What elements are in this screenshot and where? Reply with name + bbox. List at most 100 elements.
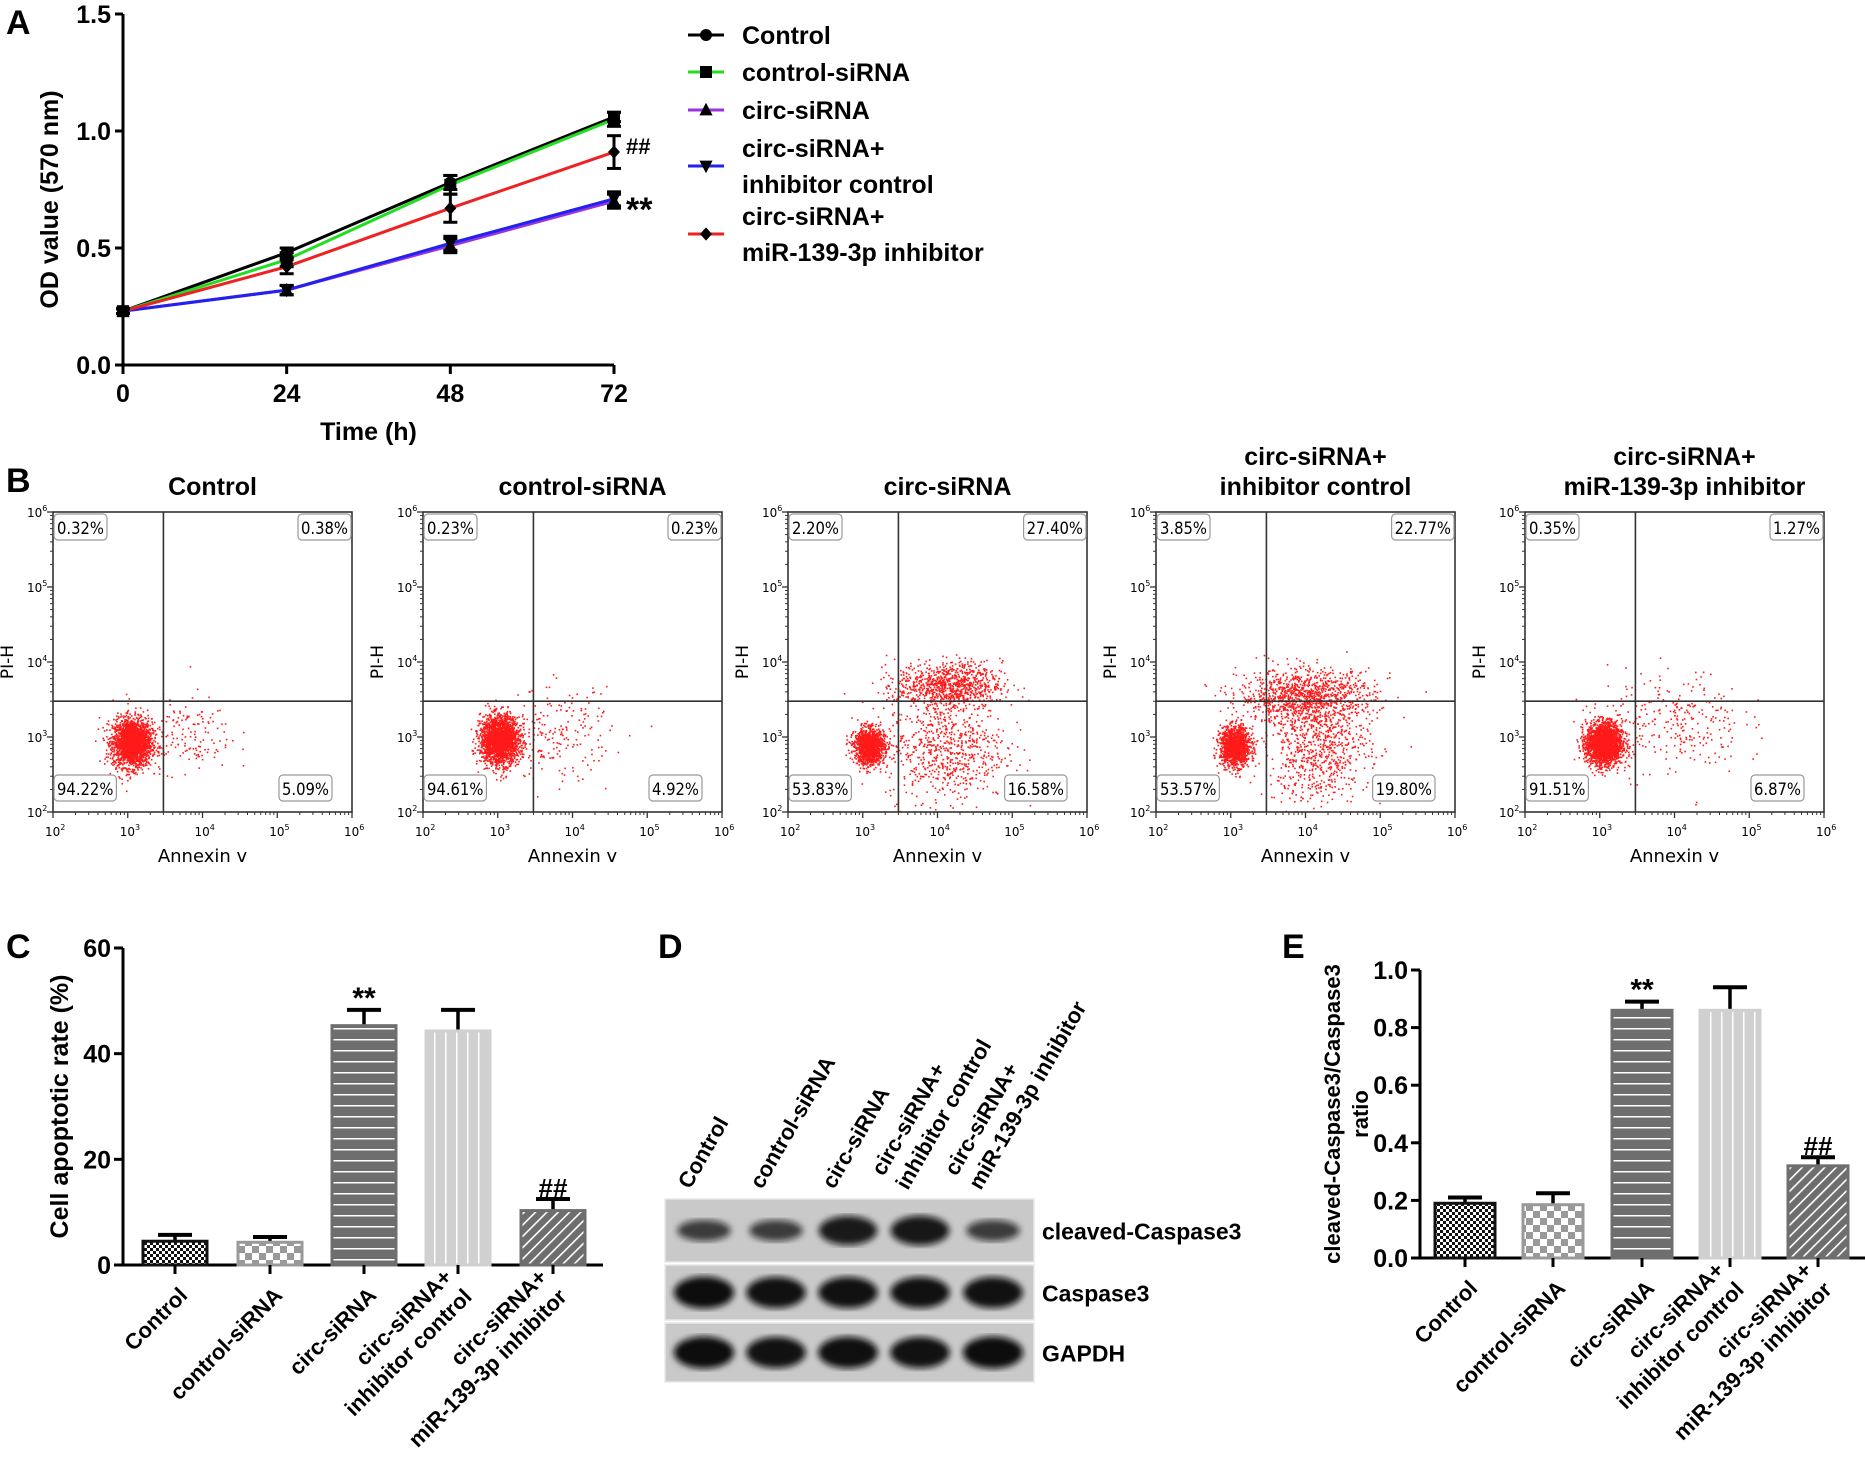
event-dot [496,749,498,752]
event-dot [481,720,483,722]
event-dot [485,737,488,739]
event-dot [125,748,128,750]
event-dot [509,736,511,738]
event-dot [114,741,116,744]
event-dot [472,738,475,741]
event-dot [493,736,495,738]
event-dot [128,745,131,748]
event-dot [148,744,150,747]
event-dot [132,741,135,744]
event-dot [499,745,502,747]
event-dot [499,714,501,716]
event-dot [478,740,480,743]
event-dot [131,741,134,744]
event-dot [134,772,136,775]
event-dot [502,735,505,738]
event-dot [117,712,119,714]
event-dot [242,765,245,767]
y-tick-label: 105 [27,579,47,595]
event-dot [489,753,492,756]
event-dot [494,716,496,719]
event-dot [124,747,127,749]
event-dot [508,733,511,736]
event-dot [121,749,124,752]
event-dot [143,746,146,749]
event-dot [122,749,125,751]
event-dot [494,750,496,753]
event-dot [485,740,488,743]
event-dot [142,737,145,739]
event-dot [147,754,150,757]
event-dot [501,758,504,761]
event-dot [492,731,495,733]
event-dot [485,757,488,760]
event-dot [482,729,484,731]
event-dot [150,732,152,735]
event-dot [561,780,564,783]
event-dot [136,731,139,734]
exponent: 6 [359,823,364,832]
event-dot [500,714,502,716]
event-dot [490,756,493,759]
event-dot [499,723,502,726]
event-dot [144,758,146,761]
event-dot [513,727,516,729]
event-dot [483,734,485,737]
event-dot [152,744,154,747]
event-dot [109,754,112,756]
event-dot [121,743,123,746]
event-dot [500,718,503,721]
legend-label: circ-siRNA+ inhibitor control [742,135,934,199]
event-dot [131,755,133,758]
event-dot [597,746,600,749]
event-dot [517,736,520,738]
event-dot [111,735,114,738]
event-dot [503,712,506,715]
event-dot [565,737,568,739]
event-dot [506,716,509,718]
event-dot [125,734,128,737]
event-dot [501,746,504,749]
event-dot [494,710,496,713]
event-dot [132,736,134,739]
event-dot [498,758,501,761]
event-dot [108,745,110,748]
event-dot [127,768,129,771]
significance-annotation: ** [626,191,653,229]
event-dot [186,717,188,719]
event-dot [552,748,555,750]
event-dot [479,750,482,752]
event-dot [151,721,153,723]
event-dot [574,729,577,732]
event-dot [135,771,137,774]
event-dot [501,739,504,741]
event-dot [515,752,518,755]
event-dot [518,760,520,763]
x-axis-title: Time (h) [320,418,417,446]
event-dot [520,724,522,727]
event-dot [125,761,127,764]
event-dot [140,751,143,753]
dot-plot-2: control-siRNA102102103103104104105105106… [368,473,734,867]
event-dot [128,742,130,745]
event-dot [138,738,141,741]
event-dot [514,732,516,735]
event-dot [489,721,492,724]
event-dot [495,742,497,745]
event-dot [488,713,491,716]
event-dot [491,722,494,725]
event-dot [132,758,134,761]
event-dot [136,767,139,770]
event-dot [117,756,119,759]
event-dot [139,762,142,765]
event-dot [121,754,123,756]
event-dot [480,743,483,746]
event-dot [145,751,148,753]
event-dot [172,710,175,713]
event-dot [504,718,507,720]
event-dot [113,746,116,749]
event-dot [144,730,147,732]
event-dot [498,760,501,763]
event-dot [494,749,497,752]
event-dot [113,736,116,739]
